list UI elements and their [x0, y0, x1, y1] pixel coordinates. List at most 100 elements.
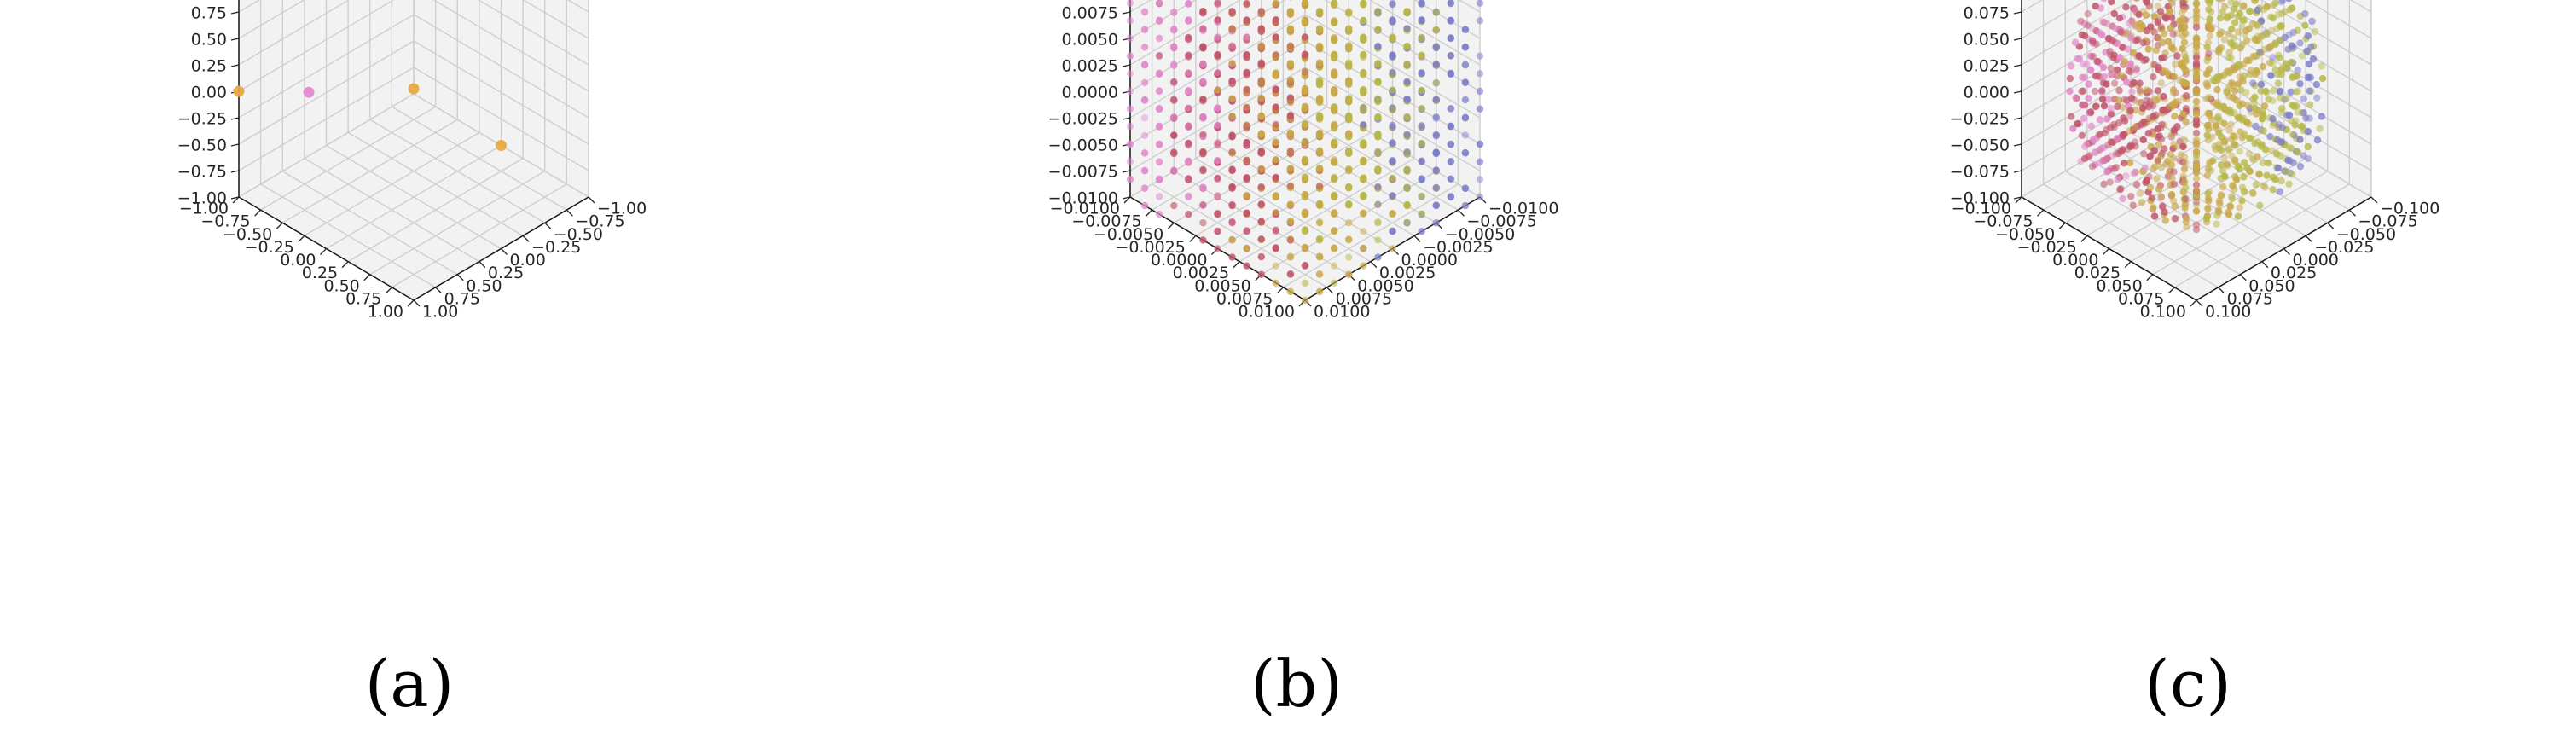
- z-tick: [2013, 117, 2022, 120]
- scatter-point: [1199, 60, 1207, 67]
- scatter-point: [1126, 158, 1134, 165]
- scatter-point: [1243, 138, 1250, 147]
- panel-c: −0.100−0.100 −0.100−0.075−0.075 −0.075−0.0…: [1950, 0, 2440, 722]
- scatter-point: [1243, 191, 1250, 200]
- scatter-point: [2238, 41, 2246, 49]
- scatter-point: [1272, 50, 1280, 59]
- scatter-point: [1301, 261, 1309, 270]
- scatter-point: [2305, 60, 2313, 68]
- x-tick-label: −0.0025: [1115, 238, 1185, 257]
- scatter-point: [2285, 111, 2294, 119]
- scatter-point: [1389, 121, 1396, 130]
- scatter-point: [1155, 175, 1163, 183]
- scatter-point: [2183, 79, 2190, 88]
- panel-caption: (a): [365, 646, 455, 722]
- scatter-point: [2128, 88, 2136, 96]
- scatter-point: [1185, 122, 1192, 130]
- z-tick: [230, 143, 240, 147]
- scatter-point: [2220, 36, 2229, 44]
- scatter-point: [2213, 220, 2220, 228]
- scatter-point: [1199, 201, 1207, 209]
- scatter-point: [2205, 5, 2213, 14]
- scatter-point: [2075, 55, 2084, 63]
- scatter-point: [2252, 181, 2260, 189]
- scatter-point: [1228, 183, 1236, 191]
- scatter-point: [2313, 136, 2322, 144]
- scatter-point: [2232, 175, 2240, 183]
- gridline-x: [281, 119, 458, 223]
- scatter-point: [2205, 109, 2213, 118]
- scatter-point: [1374, 78, 1382, 85]
- scatter-point: [1140, 61, 1149, 68]
- scatter-point: [1301, 208, 1309, 216]
- scatter-point: [2170, 126, 2178, 134]
- scatter-point: [1374, 130, 1382, 138]
- scatter-point: [2278, 124, 2286, 131]
- z-tick-label: −0.100: [1950, 189, 2010, 208]
- scatter-point: [1418, 16, 1425, 24]
- scatter-point: [2300, 95, 2307, 102]
- scatter-point: [1155, 51, 1163, 60]
- scatter-point: [1345, 165, 1353, 173]
- scatter-point: [2154, 2, 2161, 10]
- scatter-point: [2246, 8, 2254, 15]
- scatter-point: [2289, 28, 2297, 37]
- scatter-point: [1228, 148, 1236, 156]
- scatter-point: [1155, 122, 1163, 131]
- scatter-point: [2091, 87, 2099, 96]
- scatter-point: [2126, 60, 2135, 67]
- scatter-point: [1199, 148, 1207, 156]
- y-tick-label: 0.075: [2227, 289, 2273, 308]
- scatter-point: [2113, 66, 2121, 74]
- scatter-point: [2157, 23, 2165, 31]
- scatter-point: [2192, 54, 2201, 61]
- scatter-point: [2220, 137, 2229, 145]
- scatter-point: [2269, 15, 2277, 22]
- scatter-point: [1228, 218, 1236, 226]
- scatter-point: [2167, 14, 2176, 21]
- scatter-point: [1315, 182, 1324, 190]
- scatter-point: [1214, 86, 1221, 94]
- scatter-point: [2234, 162, 2242, 170]
- scatter-point: [1214, 245, 1221, 252]
- scatter-point: [2167, 24, 2174, 32]
- scatter-point: [1389, 103, 1396, 112]
- scatter-point: [1374, 8, 1382, 15]
- scatter-point: [1389, 192, 1396, 200]
- scatter-point: [2150, 61, 2159, 69]
- scatter-point: [2312, 80, 2321, 89]
- scatter-point: [1185, 175, 1192, 183]
- scatter-point: [2215, 126, 2223, 134]
- scatter-point: [2159, 107, 2167, 114]
- scatter-point: [2182, 214, 2190, 223]
- scatter-point: [1345, 147, 1353, 155]
- scatter-point: [2217, 14, 2225, 22]
- scatter-point: [303, 86, 315, 98]
- scatter-point: [2161, 217, 2170, 224]
- scatter-point: [2126, 34, 2135, 42]
- scatter-point: [1330, 17, 1338, 25]
- scatter-point: [2126, 107, 2134, 114]
- scatter-point: [1214, 139, 1221, 147]
- y-tick-label: 0.0075: [1336, 289, 1392, 308]
- gridline-y: [2174, 106, 2350, 211]
- scatter-point: [1432, 166, 1440, 174]
- scatter-point: [2096, 116, 2104, 124]
- scatter-point: [1286, 165, 1295, 172]
- scatter-point: [2238, 100, 2247, 107]
- scatter-point: [2304, 73, 2312, 81]
- scatter-point: [1199, 131, 1207, 138]
- x-tick-label: 0.75: [345, 289, 381, 308]
- scatter-point: [2127, 94, 2136, 102]
- scatter-point: [1360, 103, 1367, 111]
- scatter-point: [1345, 183, 1353, 191]
- scatter-point: [2251, 93, 2259, 102]
- scatter-point: [2107, 70, 2115, 78]
- scatter-point: [1243, 50, 1250, 59]
- scatter-point: [1185, 69, 1192, 77]
- z-tick-label: −0.025: [1950, 110, 2010, 129]
- scatter-point: [2290, 73, 2298, 80]
- scatter-point: [1199, 43, 1207, 50]
- scatter-point: [1228, 25, 1236, 32]
- scatter-point: [2192, 141, 2201, 148]
